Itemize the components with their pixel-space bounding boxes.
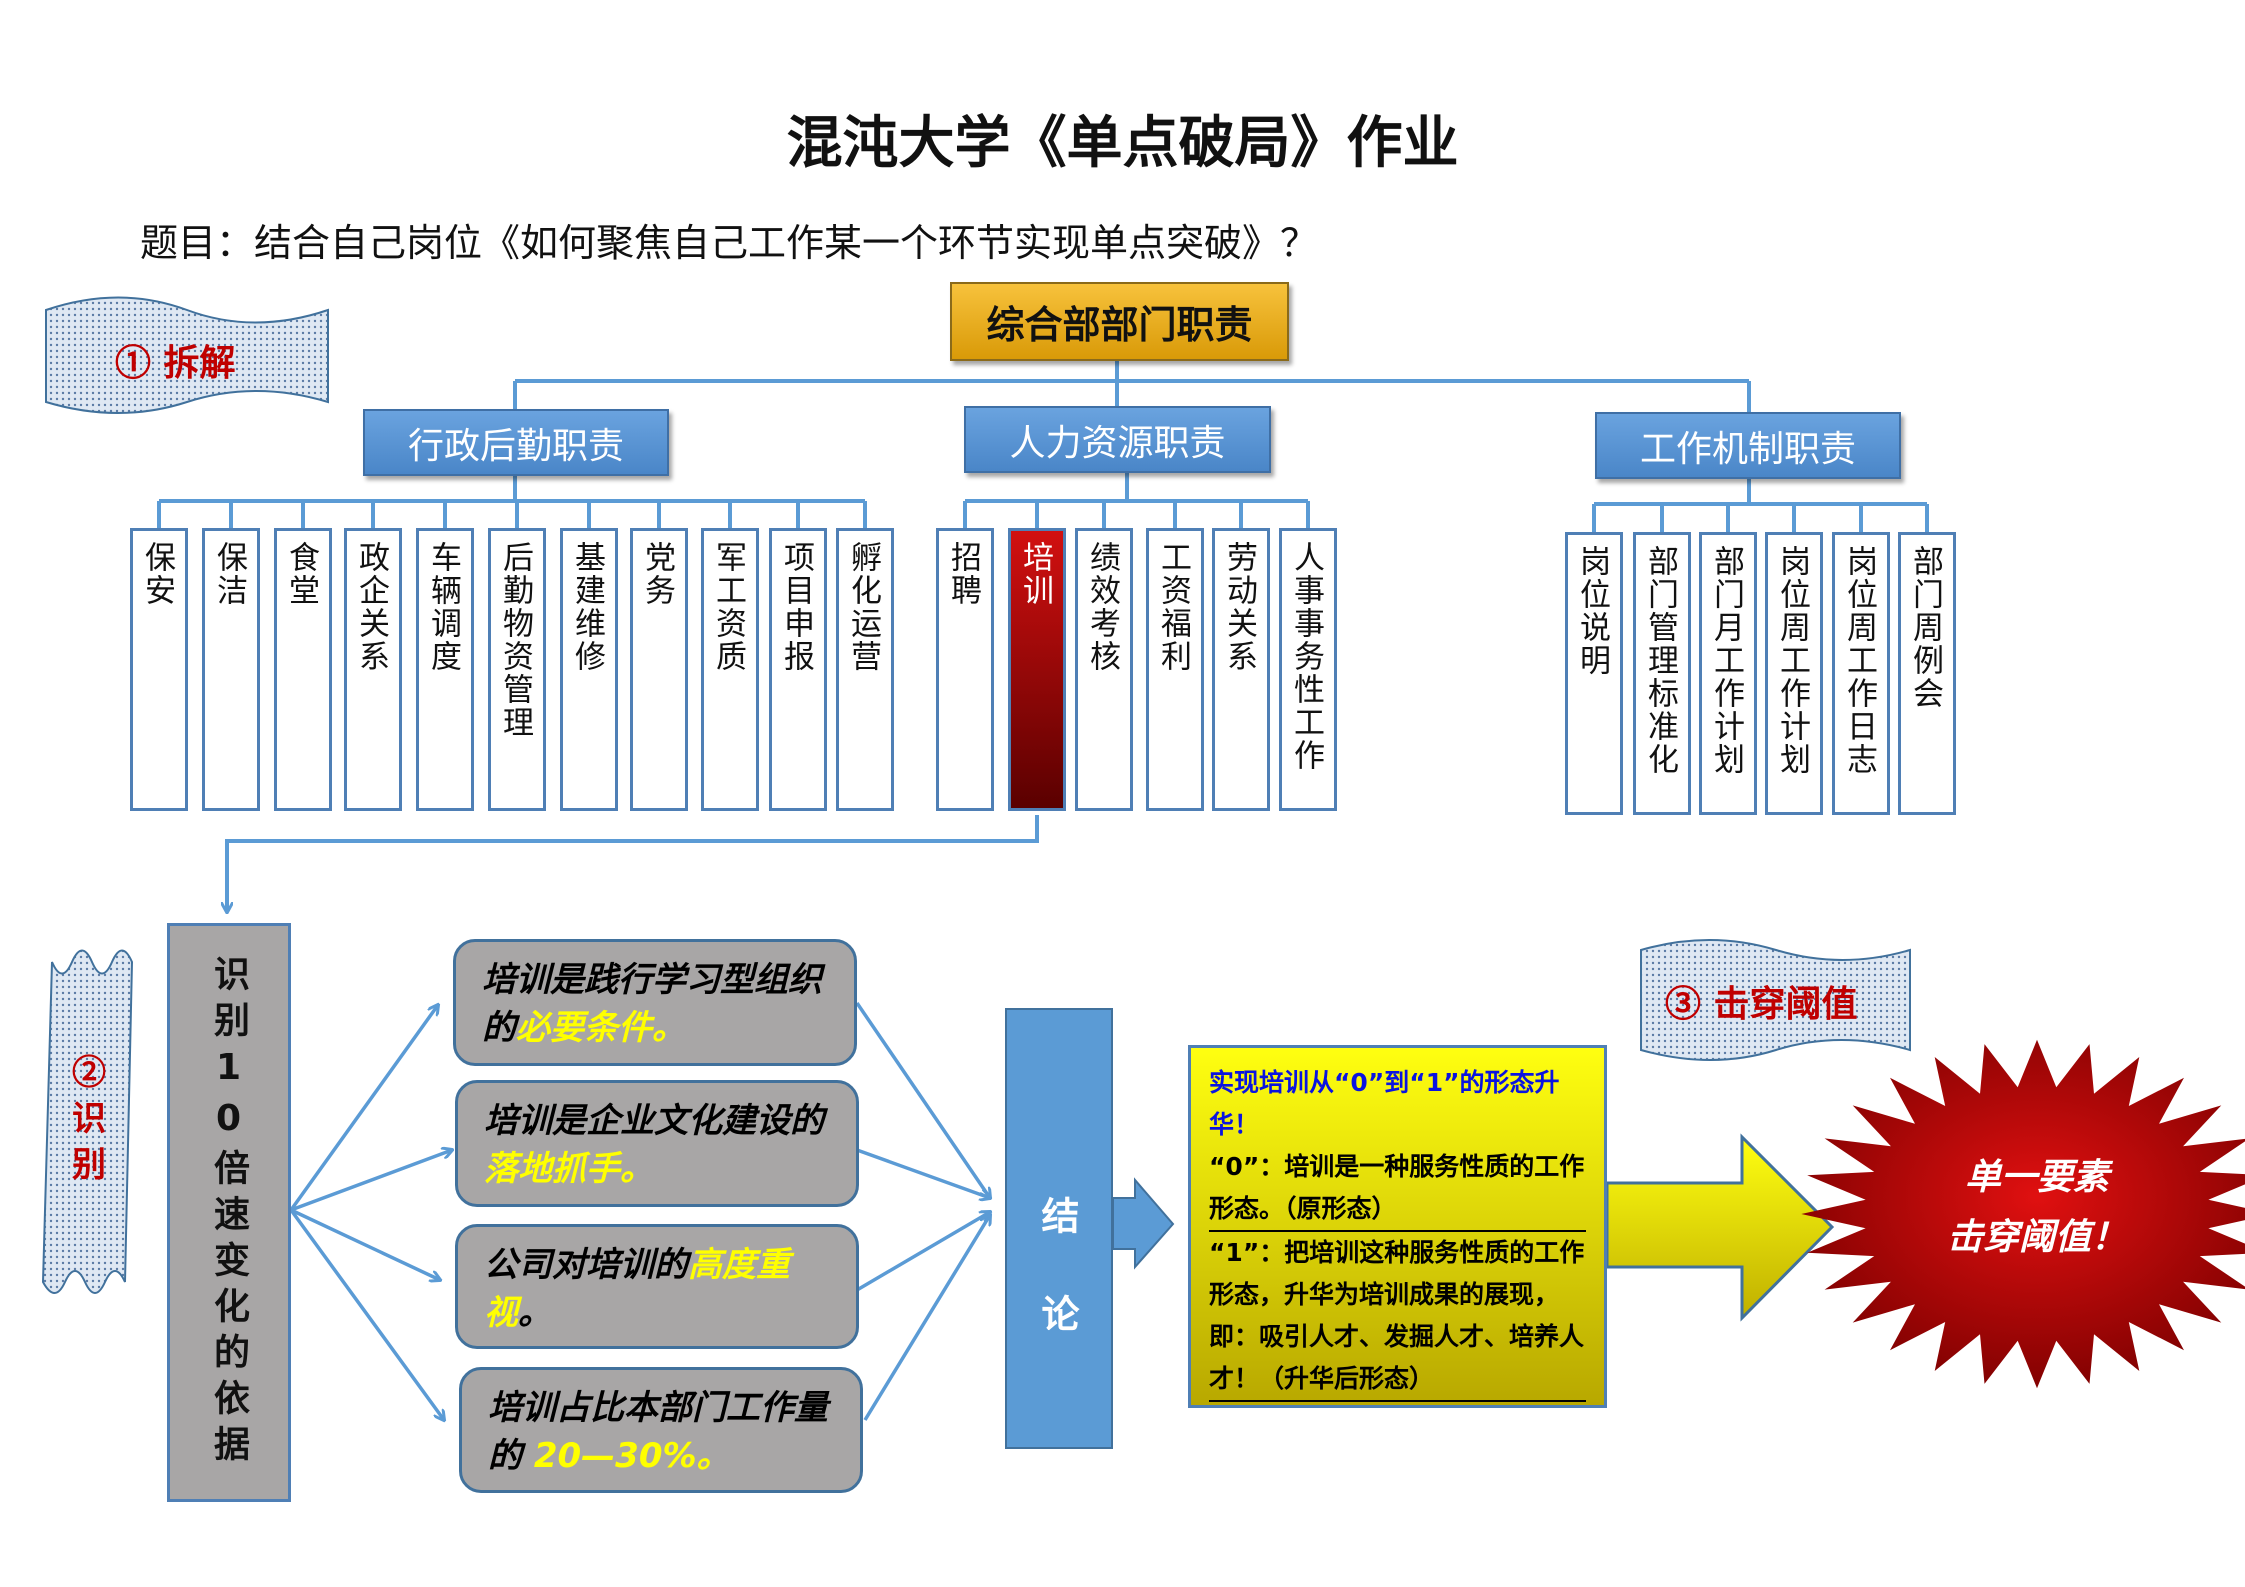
banner-step3: ③ 击穿阈值 bbox=[1665, 983, 1858, 1025]
reason-4-highlight: 20—30%。 bbox=[533, 1436, 731, 1476]
page-title: 混沌大学《单点破局》作业 bbox=[786, 110, 1459, 176]
conclusion-label: 结论 bbox=[1005, 1008, 1113, 1449]
leaf-node: 招聘 bbox=[936, 528, 994, 811]
reason-3: 公司对培训的高度重视。 bbox=[455, 1224, 859, 1349]
leaf-node: 保安 bbox=[130, 528, 188, 811]
leaf-node: 绩效考核 bbox=[1075, 528, 1133, 811]
reason-3-highlight: 高度重视 bbox=[484, 1245, 790, 1333]
leaf-node: 政企关系 bbox=[344, 528, 402, 811]
leaf-node: 后勤物资管理 bbox=[488, 528, 546, 811]
reason-1-text: 培训是践行学习型组织的 bbox=[482, 960, 822, 1048]
reason-4-text: 培训占比本部门工作量的 bbox=[488, 1388, 828, 1476]
reason-3-text: 公司对培训的 bbox=[484, 1245, 688, 1285]
reason-2-highlight: 落地抓手。 bbox=[484, 1149, 654, 1189]
reason-3-tail: 。 bbox=[518, 1293, 552, 1333]
leaf-node: 保洁 bbox=[202, 528, 260, 811]
leaf-node: 人事事务性工作 bbox=[1279, 528, 1337, 811]
leaf-node: 部门月工作计划 bbox=[1699, 532, 1757, 815]
leaf-node: 劳动关系 bbox=[1212, 528, 1270, 811]
leaf-node: 培训 bbox=[1008, 528, 1066, 811]
branch-work-mechanism: 工作机制职责 bbox=[1595, 412, 1901, 479]
leaf-node: 党务 bbox=[630, 528, 688, 811]
banner-step2-shape bbox=[41, 949, 134, 1294]
conclusion-box: 实现培训从“0”到“1”的形态升华！ “0”：培训是一种服务性质的工作形态。（原… bbox=[1188, 1045, 1607, 1408]
reason-2-text: 培训是企业文化建设的 bbox=[484, 1101, 824, 1141]
leaf-node: 部门周例会 bbox=[1898, 532, 1956, 815]
conclusion-arrow bbox=[1112, 1177, 1175, 1270]
leaf-node: 工资福利 bbox=[1146, 528, 1204, 811]
conclusion-line-1: “1”：把培训这种服务性质的工作形态，升华为培训成果的展现，即：吸引人才、发掘人… bbox=[1209, 1232, 1586, 1402]
conclusion-heading: 实现培训从“0”到“1”的形态升华！ bbox=[1209, 1068, 1560, 1139]
leaf-node: 食堂 bbox=[274, 528, 332, 811]
leaf-node: 基建维修 bbox=[560, 528, 618, 811]
reason-4: 培训占比本部门工作量的 20—30%。 bbox=[459, 1367, 863, 1493]
banner-step2: ②识别 bbox=[72, 1053, 106, 1185]
leaf-node: 岗位周工作计划 bbox=[1765, 532, 1823, 815]
reason-2: 培训是企业文化建设的落地抓手。 bbox=[455, 1080, 859, 1207]
reason-arrows bbox=[289, 1003, 990, 1420]
result-line-2: 击穿阈值！ bbox=[1946, 1217, 2127, 1258]
branch-admin: 行政后勤职责 bbox=[363, 409, 669, 476]
leaf-node: 车辆调度 bbox=[416, 528, 474, 811]
banner-step1: ① 拆解 bbox=[115, 342, 236, 384]
reason-1-highlight: 必要条件。 bbox=[516, 1008, 686, 1048]
leaf-node: 项目申报 bbox=[769, 528, 827, 811]
banner-step3-shape bbox=[1640, 939, 1911, 1061]
root-node: 综合部部门职责 bbox=[950, 282, 1289, 361]
result-text: 单一要素 击穿阈值！ bbox=[1907, 1148, 2167, 1268]
leaf-node: 岗位说明 bbox=[1565, 532, 1623, 815]
leaf-node: 部门管理标准化 bbox=[1633, 532, 1691, 815]
banner-step1-shape bbox=[45, 296, 329, 414]
big-yellow-arrow bbox=[1605, 1133, 1835, 1322]
assignment-question: 题目：结合自己岗位《如何聚焦自己工作某一个环节实现单点突破》？ bbox=[140, 221, 1319, 265]
reason-1: 培训是践行学习型组织的必要条件。 bbox=[453, 939, 857, 1066]
leaf-node: 军工资质 bbox=[701, 528, 759, 811]
leaf-node: 岗位周工作日志 bbox=[1832, 532, 1890, 815]
conclusion-line-0: “0”：培训是一种服务性质的工作形态。（原形态） bbox=[1209, 1146, 1586, 1232]
identify-basis-label: 识别10倍速变化的依据 bbox=[167, 923, 291, 1502]
branch-hr: 人力资源职责 bbox=[964, 406, 1271, 473]
starburst-shape bbox=[1801, 1039, 2245, 1389]
leaf-node: 孵化运营 bbox=[836, 528, 894, 811]
tree-lines bbox=[159, 357, 1927, 912]
result-line-1: 单一要素 bbox=[1964, 1157, 2109, 1198]
